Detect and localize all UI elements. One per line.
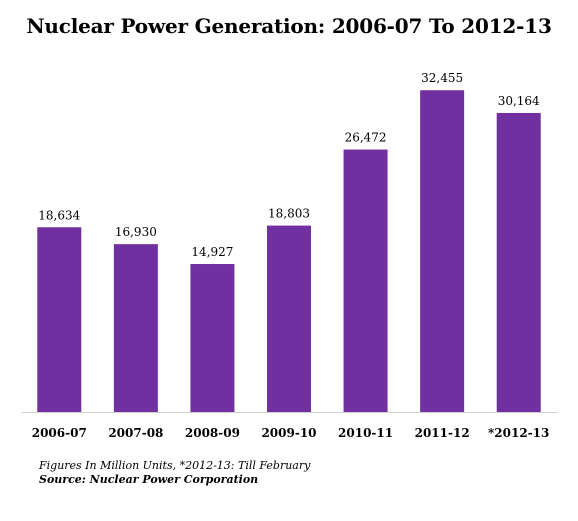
bar-value-label: 14,927: [191, 245, 233, 259]
bar-2012-13: [496, 112, 541, 412]
bar-2007-08: [113, 244, 158, 412]
bar-2009-10: [267, 225, 311, 412]
category-label: 2011-12: [415, 426, 470, 440]
bar-2008-09: [190, 264, 235, 412]
category-label: 2006-07: [32, 426, 87, 440]
bar-2006-07: [37, 227, 82, 412]
bar-value-label: 16,930: [115, 225, 157, 239]
value-labels-group: 18,634 16,930 14,927 18,803 26,472 32,455 30,1…: [38, 71, 540, 259]
source-note: Source: Nuclear Power Corporation: [39, 473, 259, 486]
bar-value-label: 26,472: [345, 131, 387, 145]
category-label: 2007-08: [108, 426, 163, 440]
bars-group: [37, 90, 541, 413]
bar-value-label: 18,803: [268, 207, 310, 221]
category-label: 2008-09: [185, 426, 240, 440]
bar-value-label: 32,455: [421, 71, 463, 85]
footnote: Figures In Million Units, *2012-13: Till…: [39, 459, 311, 472]
bar-value-label: 30,164: [498, 94, 540, 108]
bar-2010-11: [343, 149, 388, 413]
category-labels-group: 2006-07 2007-08 2008-09 2009-10 2010-11 2011-…: [32, 426, 550, 440]
bar-value-label: 18,634: [38, 208, 80, 222]
category-label: 2010-11: [338, 426, 393, 440]
category-label: 2009-10: [261, 426, 316, 440]
chart-title: Nuclear Power Generation: 2006-07 To 201…: [26, 14, 552, 38]
category-label: *2012-13: [488, 426, 549, 440]
bar-2011-12: [420, 90, 465, 412]
